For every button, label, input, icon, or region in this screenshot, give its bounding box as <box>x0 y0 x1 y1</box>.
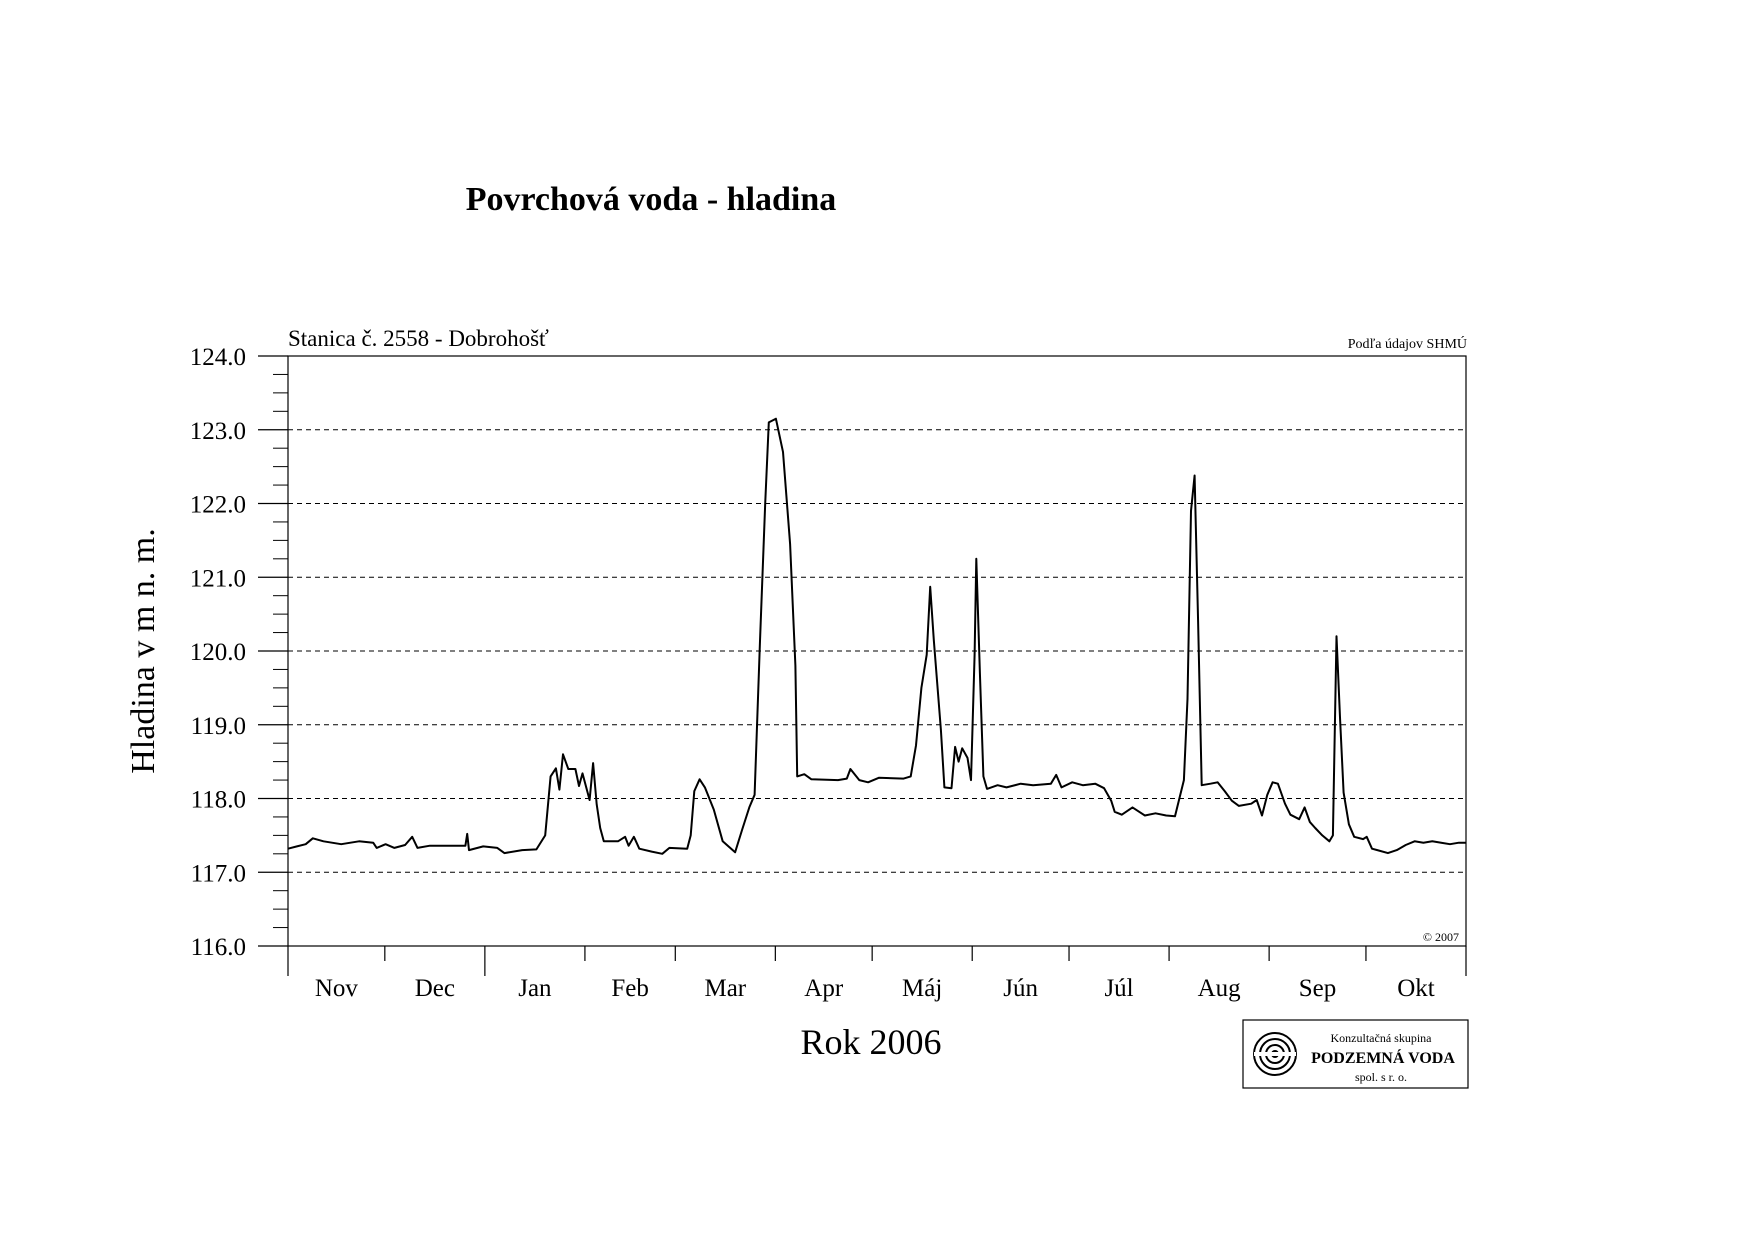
company-logo: Konzultačná skupina PODZEMNÁ VODA spol. … <box>1242 1019 1469 1089</box>
y-tick-label: 117.0 <box>191 860 246 887</box>
x-month-label: Dec <box>415 975 455 1002</box>
station-label: Stanica č. 2558 - Dobrohošť <box>288 326 549 351</box>
logo-line1: Konzultačná skupina <box>1331 1031 1433 1045</box>
y-tick-label: 123.0 <box>190 418 246 445</box>
x-month-label: Nov <box>315 975 359 1002</box>
plot-frame <box>287 355 1467 947</box>
series-line <box>287 417 1466 855</box>
x-month-label: Mar <box>704 975 746 1002</box>
y-tick-label: 118.0 <box>191 787 246 814</box>
y-tick-label: 120.0 <box>190 639 246 666</box>
y-tick-label: 121.0 <box>190 565 246 592</box>
x-axis-label: Rok 2006 <box>800 1022 941 1062</box>
x-month-label: Feb <box>611 975 649 1002</box>
logo-line2: PODZEMNÁ VODA <box>1311 1048 1455 1067</box>
copyright-note: © 2007 <box>1423 930 1459 944</box>
x-month-label: Apr <box>804 975 844 1002</box>
y-tick-label: 119.0 <box>191 713 246 740</box>
logo-spiral-icon <box>1253 1032 1297 1076</box>
x-month-label: Júl <box>1104 975 1133 1002</box>
y-tick-label: 122.0 <box>190 492 246 519</box>
x-axis-ticks: Nov Dec Jan Feb Mar Apr Máj Jún Júl Aug Sep Okt <box>287 946 1467 1002</box>
logo-line3: spol. s r. o. <box>1355 1070 1407 1084</box>
x-month-label: Sep <box>1299 975 1337 1002</box>
x-month-label: Jan <box>518 975 552 1002</box>
x-month-label: Máj <box>902 975 942 1002</box>
x-month-label: Jún <box>1003 975 1038 1002</box>
chart-title: Povrchová voda - hladina <box>466 181 837 218</box>
y-axis-label: Hladina v m n. m. <box>125 528 162 774</box>
x-month-label: Aug <box>1198 975 1242 1002</box>
x-month-label: Okt <box>1397 975 1435 1002</box>
y-tick-label: 116.0 <box>191 934 246 961</box>
source-note: Podľa údajov SHMÚ <box>1348 335 1467 352</box>
y-tick-label: 124.0 <box>190 344 246 371</box>
y-axis-ticks: 124.0 123.0 122.0 121.0 120.0 119.0 118.0 117.0… <box>190 344 288 961</box>
grid-lines <box>288 355 1466 873</box>
